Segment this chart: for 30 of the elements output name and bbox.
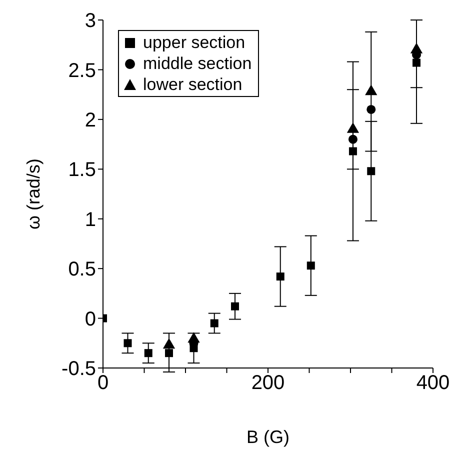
- y-tick-label: 1.5: [68, 159, 96, 182]
- point: [144, 349, 152, 358]
- legend-label: middle section: [143, 53, 252, 74]
- point: [365, 84, 378, 96]
- point: [412, 58, 420, 67]
- y-tick-label: 0.5: [68, 258, 96, 281]
- point: [231, 302, 239, 310]
- point: [348, 147, 357, 156]
- x-axis-title: B (G): [246, 427, 290, 447]
- point: [210, 319, 218, 328]
- y-tick-label: -0.5: [62, 358, 96, 380]
- legend-label: upper section: [143, 32, 246, 53]
- point: [366, 104, 376, 114]
- point: [410, 42, 423, 54]
- y-tick-label: 1: [84, 208, 96, 231]
- y-tick-label: 0: [84, 308, 96, 330]
- point: [165, 349, 173, 358]
- point: [276, 272, 284, 281]
- point: [346, 122, 360, 133]
- y-tick-label: 3: [84, 10, 96, 32]
- y-tick-label: 2.5: [68, 60, 96, 82]
- point: [367, 167, 376, 176]
- legend-label: lower section: [143, 74, 242, 95]
- y-tick-label: 2: [84, 110, 96, 132]
- y-axis-title: ω (rad/s): [23, 158, 44, 230]
- x-tick-label: 400: [416, 372, 450, 394]
- point: [348, 134, 358, 144]
- point: [306, 262, 315, 270]
- x-tick-label: 200: [251, 372, 285, 394]
- point: [124, 339, 132, 348]
